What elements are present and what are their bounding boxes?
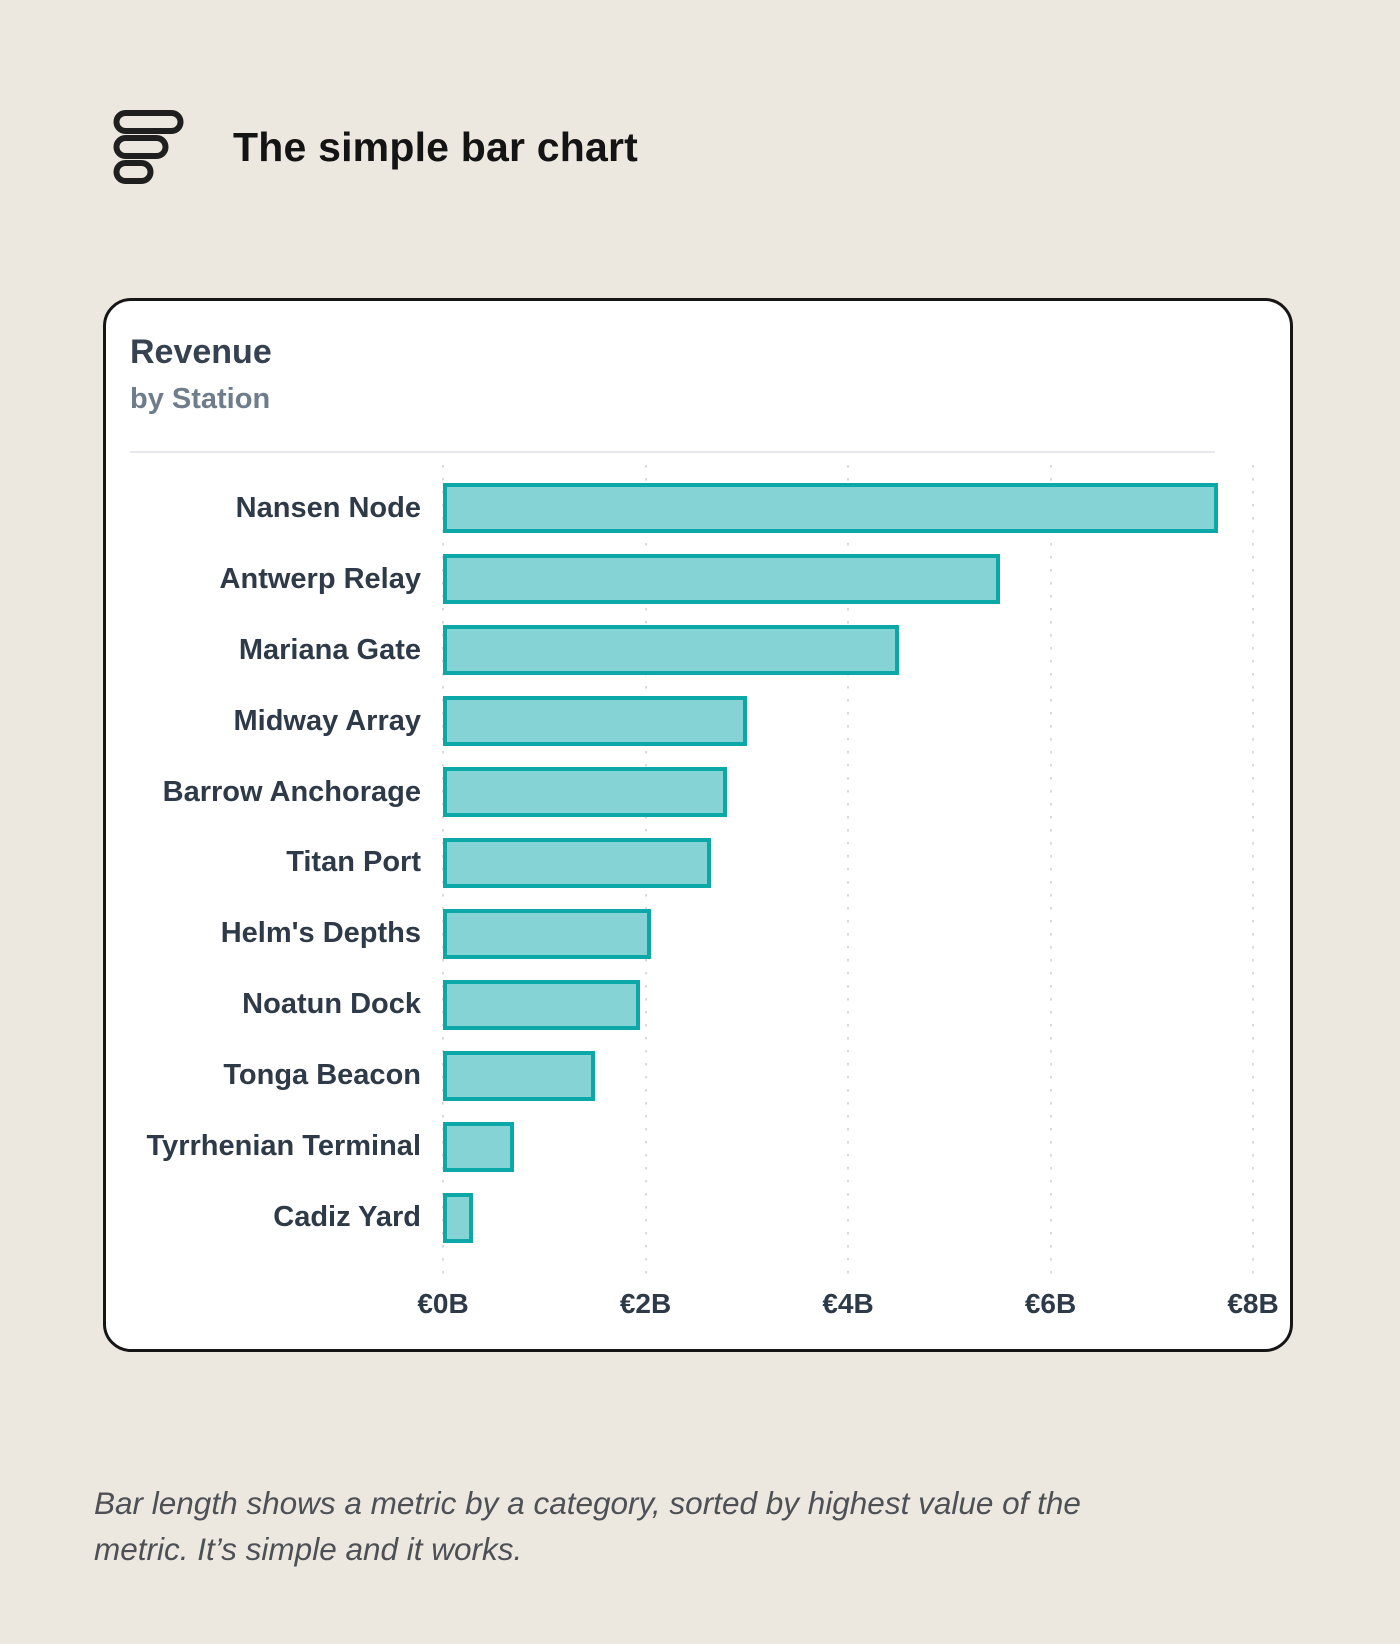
bar-row: Midway Array (130, 686, 1253, 757)
bar-row: Noatun Dock (130, 969, 1253, 1040)
category-label: Cadiz Yard (273, 1201, 421, 1234)
x-axis-tick-label: €8B (1227, 1288, 1279, 1319)
bar-row: Barrow Anchorage (130, 757, 1253, 828)
divider (130, 451, 1215, 453)
bar-row: Helm's Depths (130, 898, 1253, 969)
bar (443, 696, 747, 747)
bar-row: Nansen Node (130, 473, 1253, 544)
bar (443, 767, 727, 818)
bar-rows: Nansen Node Antwerp Relay Mariana Gate M… (130, 473, 1253, 1253)
bar-track (443, 696, 1253, 747)
category-label: Helm's Depths (220, 917, 421, 950)
bar-row: Cadiz Yard (130, 1182, 1253, 1253)
caption-line-2: metric. It’s simple and it works. (94, 1530, 523, 1567)
chart-title: Revenue (130, 333, 272, 371)
category-label: Midway Array (233, 704, 422, 737)
gridline (1252, 465, 1254, 1278)
bar-track (443, 1050, 1253, 1101)
chart-card: Revenue by Station Nansen Node Antwerp R… (103, 298, 1293, 1352)
bar-track (443, 554, 1253, 605)
category-label: Nansen Node (235, 491, 421, 524)
category-label: Antwerp Relay (219, 562, 421, 595)
bar-row: Mariana Gate (130, 615, 1253, 686)
chart-subtitle: by Station (130, 383, 271, 415)
category-label: Noatun Dock (242, 988, 421, 1021)
category-label: Tyrrhenian Terminal (146, 1130, 422, 1163)
page-header: The simple bar chart (113, 108, 638, 186)
bar (443, 908, 651, 959)
bar-row: Tyrrhenian Terminal (130, 1111, 1253, 1182)
bar (443, 1192, 474, 1243)
caption-line-1: Bar length shows a metric by a category,… (94, 1484, 1081, 1521)
category-label: Mariana Gate (238, 633, 421, 666)
bar-row: Tonga Beacon (130, 1040, 1253, 1111)
bar-row: Antwerp Relay (130, 544, 1253, 615)
bar (443, 1050, 595, 1101)
page-title: The simple bar chart (233, 123, 639, 170)
bar-track (443, 908, 1253, 959)
bar (443, 625, 899, 676)
bar-track (443, 483, 1253, 534)
bar-chart: Nansen Node Antwerp Relay Mariana Gate M… (130, 465, 1279, 1333)
x-axis-tick-label: €2B (619, 1288, 672, 1319)
bar-row: Titan Port (130, 828, 1253, 899)
x-axis-tick-label: €6B (1024, 1288, 1077, 1319)
bar-track (443, 1192, 1253, 1243)
bar (443, 483, 1218, 534)
caption-text: Bar length shows a metric by a category,… (94, 1480, 1314, 1573)
gridline (1049, 465, 1052, 1278)
bar (443, 1121, 514, 1172)
bar (443, 554, 1000, 605)
gridline (847, 465, 849, 1278)
bar-chart-icon (113, 110, 184, 184)
category-label: Tonga Beacon (223, 1059, 421, 1092)
bar-track (443, 1121, 1253, 1172)
bar (443, 979, 641, 1030)
category-label: Titan Port (286, 846, 421, 879)
x-axis-tick-label: €0B (417, 1288, 469, 1319)
x-axis-tick-label: €4B (822, 1288, 874, 1319)
bar-track (443, 837, 1253, 888)
x-axis: €0B €2B €4B €6B €8B (417, 1288, 1278, 1328)
category-label: Barrow Anchorage (162, 775, 421, 808)
bar-track (443, 625, 1253, 676)
bar (443, 837, 712, 888)
bar-track (443, 767, 1253, 818)
bar-track (443, 979, 1253, 1030)
